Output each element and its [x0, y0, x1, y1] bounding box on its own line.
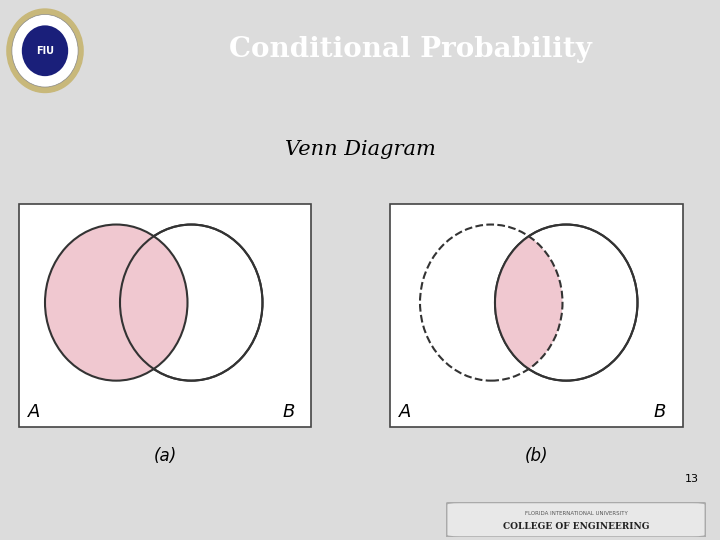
- Text: COLLEGE OF ENGINEERING: COLLEGE OF ENGINEERING: [503, 522, 649, 531]
- Circle shape: [12, 15, 78, 87]
- Circle shape: [7, 9, 83, 92]
- Text: A: A: [27, 403, 40, 421]
- Text: Conditional Probability: Conditional Probability: [229, 37, 592, 64]
- Text: 13: 13: [685, 474, 698, 484]
- Text: A: A: [399, 403, 411, 421]
- Text: Venn Diagram: Venn Diagram: [284, 140, 436, 159]
- Text: B: B: [282, 403, 295, 421]
- Text: B: B: [654, 403, 666, 421]
- Text: FIU: FIU: [36, 46, 54, 56]
- FancyBboxPatch shape: [446, 502, 706, 537]
- Text: FLORIDA INTERNATIONAL UNIVERSITY: FLORIDA INTERNATIONAL UNIVERSITY: [525, 511, 627, 516]
- FancyBboxPatch shape: [390, 204, 683, 427]
- FancyBboxPatch shape: [19, 204, 311, 427]
- Text: (b): (b): [524, 447, 548, 465]
- Ellipse shape: [45, 225, 187, 381]
- Text: (a): (a): [153, 447, 176, 465]
- Circle shape: [22, 25, 68, 76]
- Ellipse shape: [120, 225, 263, 381]
- Ellipse shape: [495, 225, 637, 381]
- Polygon shape: [495, 237, 562, 369]
